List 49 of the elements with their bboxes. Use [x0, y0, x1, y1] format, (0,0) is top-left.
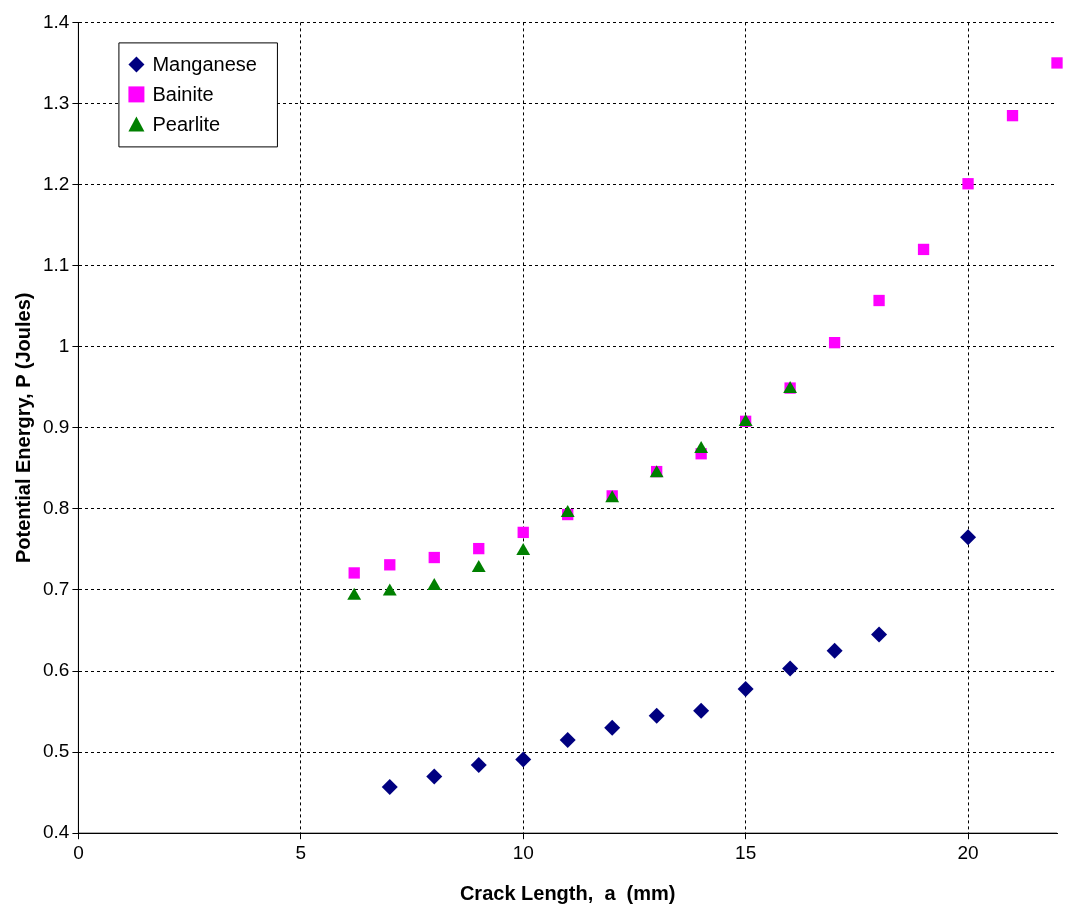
y-tick-label: 0.5	[42, 740, 70, 762]
point	[782, 660, 799, 677]
point	[693, 702, 710, 719]
y-tick-label: 0.6	[42, 659, 70, 681]
y-tick-label: 1.4	[42, 10, 70, 32]
point	[471, 560, 486, 573]
point	[604, 719, 621, 736]
point	[648, 707, 665, 724]
y-axis-title: Potential Energry, P (Joules)	[11, 292, 34, 564]
point	[871, 626, 888, 643]
y-tick-label: 0.7	[42, 578, 70, 600]
point	[828, 337, 841, 349]
point	[470, 757, 487, 774]
y-tick-label: 1.3	[42, 91, 70, 113]
point	[473, 542, 485, 555]
point	[962, 178, 974, 190]
legend-label: Pearlite	[152, 112, 221, 135]
y-tick-label: 1.2	[42, 172, 70, 194]
x-axis-title: Crack Length, a (mm)	[459, 881, 676, 904]
point	[873, 294, 885, 307]
y-tick-label: 0.9	[42, 416, 70, 438]
point	[428, 551, 440, 564]
point	[917, 243, 930, 256]
x-tick-label: 20	[957, 841, 979, 863]
point	[517, 526, 529, 539]
y-tick-label: 0.8	[42, 497, 70, 519]
point	[515, 751, 532, 768]
point	[347, 587, 362, 600]
y-tick-label: 1.1	[42, 253, 70, 275]
y-tick-label: 0.4	[42, 821, 70, 843]
point	[826, 642, 843, 659]
point	[382, 583, 397, 596]
y-tick-label: 1	[58, 334, 70, 356]
point	[384, 559, 396, 571]
point	[1051, 57, 1063, 69]
legend-label: Bainite	[152, 82, 214, 105]
point	[516, 543, 531, 556]
point	[960, 529, 977, 546]
point	[426, 768, 443, 785]
point	[737, 680, 754, 697]
x-tick-label: 0	[73, 841, 84, 863]
point	[559, 731, 576, 748]
x-tick-label: 10	[512, 841, 534, 863]
point	[381, 778, 398, 795]
point	[1006, 109, 1019, 122]
legend-label: Manganese	[152, 52, 257, 75]
x-tick-label: 15	[735, 841, 757, 863]
x-tick-label: 5	[295, 841, 307, 863]
point	[348, 567, 360, 579]
